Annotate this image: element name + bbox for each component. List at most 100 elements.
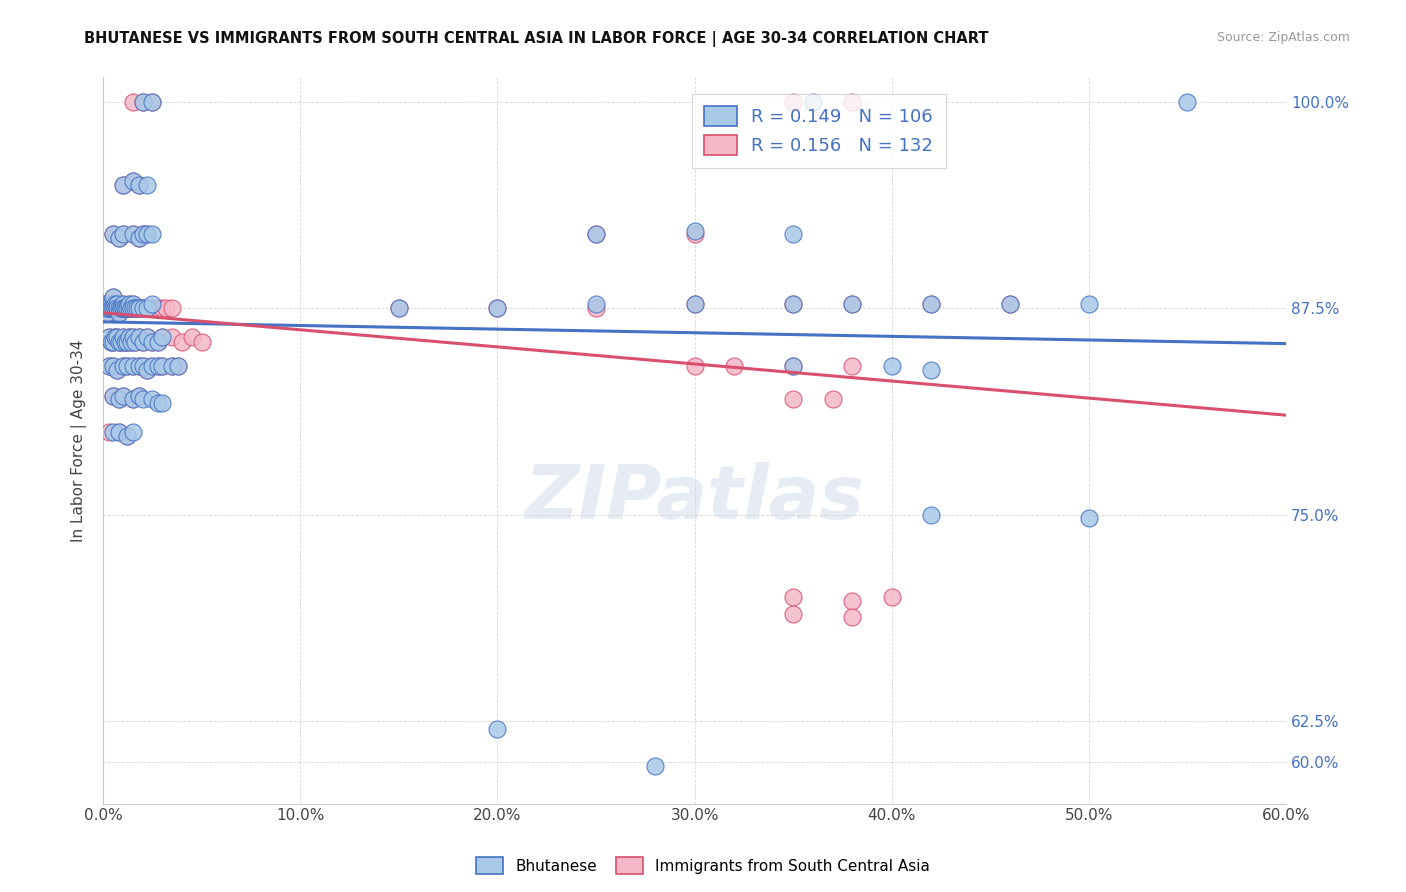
Point bbox=[108, 306, 131, 320]
Point bbox=[101, 334, 124, 349]
Point bbox=[104, 296, 127, 310]
Point bbox=[111, 178, 134, 192]
Point bbox=[101, 227, 124, 242]
Y-axis label: In Labor Force | Age 30-34: In Labor Force | Age 30-34 bbox=[72, 339, 87, 541]
Point bbox=[388, 301, 411, 316]
Point bbox=[191, 334, 214, 349]
Point bbox=[135, 301, 157, 316]
Point bbox=[135, 178, 157, 192]
Point bbox=[100, 296, 122, 310]
Point bbox=[128, 359, 150, 374]
Point bbox=[135, 329, 157, 343]
Point bbox=[114, 334, 136, 349]
Point bbox=[920, 296, 942, 310]
Point bbox=[104, 301, 127, 316]
Point bbox=[782, 296, 804, 310]
Point bbox=[100, 301, 122, 316]
Point bbox=[120, 334, 142, 349]
Point bbox=[141, 359, 163, 374]
Point bbox=[920, 296, 942, 310]
Point bbox=[115, 301, 138, 316]
Point bbox=[1177, 95, 1199, 110]
Point bbox=[141, 334, 163, 349]
Point bbox=[101, 301, 124, 316]
Point bbox=[111, 301, 134, 316]
Point bbox=[120, 334, 142, 349]
Point bbox=[131, 392, 153, 407]
Point bbox=[585, 301, 607, 316]
Point bbox=[723, 359, 745, 374]
Point bbox=[131, 359, 153, 374]
Point bbox=[104, 329, 127, 343]
Point bbox=[131, 95, 153, 110]
Point bbox=[128, 178, 150, 192]
Point bbox=[1077, 296, 1099, 310]
Point bbox=[110, 301, 132, 316]
Point bbox=[108, 392, 131, 407]
Point bbox=[96, 301, 118, 316]
Point bbox=[782, 359, 804, 374]
Point bbox=[121, 392, 143, 407]
Point bbox=[121, 329, 143, 343]
Point bbox=[111, 389, 134, 403]
Point bbox=[170, 334, 193, 349]
Point bbox=[101, 290, 124, 304]
Point bbox=[141, 95, 163, 110]
Point bbox=[115, 334, 138, 349]
Point bbox=[94, 296, 117, 310]
Point bbox=[150, 395, 173, 409]
Point bbox=[94, 296, 117, 310]
Point bbox=[585, 227, 607, 242]
Point bbox=[782, 591, 804, 605]
Point bbox=[98, 359, 121, 374]
Point bbox=[115, 359, 138, 374]
Point bbox=[96, 306, 118, 320]
Point bbox=[114, 301, 136, 316]
Point bbox=[111, 329, 134, 343]
Point bbox=[128, 359, 150, 374]
Point bbox=[110, 301, 132, 316]
Point bbox=[96, 301, 118, 316]
Point bbox=[135, 227, 157, 242]
Point bbox=[880, 359, 903, 374]
Point bbox=[111, 227, 134, 242]
Point bbox=[141, 359, 163, 374]
Point bbox=[121, 296, 143, 310]
Point bbox=[101, 301, 124, 316]
Legend: Bhutanese, Immigrants from South Central Asia: Bhutanese, Immigrants from South Central… bbox=[470, 851, 936, 880]
Point bbox=[150, 359, 173, 374]
Point bbox=[105, 301, 128, 316]
Point bbox=[108, 425, 131, 440]
Point bbox=[120, 301, 142, 316]
Point bbox=[101, 296, 124, 310]
Point bbox=[98, 296, 121, 310]
Point bbox=[111, 227, 134, 242]
Point bbox=[121, 227, 143, 242]
Point bbox=[128, 301, 150, 316]
Point bbox=[105, 296, 128, 310]
Point bbox=[841, 610, 863, 624]
Point bbox=[105, 301, 128, 316]
Point bbox=[108, 334, 131, 349]
Point bbox=[644, 758, 666, 772]
Point bbox=[155, 301, 177, 316]
Point bbox=[801, 95, 824, 110]
Point bbox=[108, 301, 131, 316]
Point bbox=[100, 334, 122, 349]
Point bbox=[114, 334, 136, 349]
Point bbox=[110, 334, 132, 349]
Point bbox=[114, 301, 136, 316]
Point bbox=[128, 301, 150, 316]
Point bbox=[100, 296, 122, 310]
Point bbox=[121, 359, 143, 374]
Point bbox=[101, 290, 124, 304]
Point bbox=[111, 301, 134, 316]
Point bbox=[104, 301, 127, 316]
Point bbox=[167, 359, 190, 374]
Point bbox=[104, 301, 127, 316]
Point bbox=[128, 230, 150, 244]
Point bbox=[129, 301, 152, 316]
Point bbox=[111, 389, 134, 403]
Point bbox=[683, 359, 706, 374]
Point bbox=[782, 296, 804, 310]
